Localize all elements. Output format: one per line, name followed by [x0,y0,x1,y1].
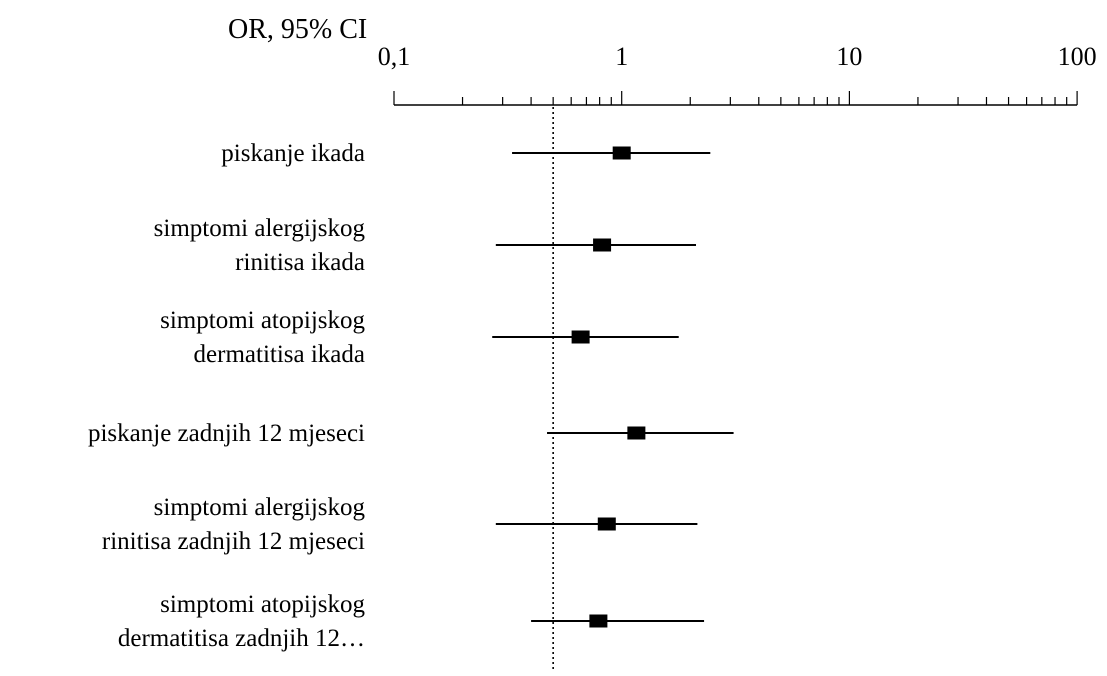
x-tick-label: 100 [1058,42,1097,71]
row-label: simptomi alergijskog [154,215,366,242]
x-tick-label: 0,1 [378,42,411,71]
row-label: rinitisa ikada [235,249,365,276]
row-label: rinitisa zadnjih 12 mjeseci [102,528,365,555]
forest-row: simptomi atopijskog dermatitisa ikada [160,307,679,368]
row-label: simptomi atopijskog [160,591,365,618]
forest-row: simptomi atopijskog dermatitisa zadnjih 1… [118,591,705,652]
row-label: piskanje zadnjih 12 mjeseci [88,420,365,447]
x-tick-label: 1 [615,42,628,71]
x-tick-label: 10 [836,42,862,71]
forest-rows: piskanje ikada simptomi alergijskog riniti… [88,140,734,652]
x-axis: 0,1 1 10 100 [378,42,1097,106]
forest-row: simptomi alergijskog rinitisa ikada [154,215,697,276]
or-marker [627,426,646,440]
chart-title: OR, 95% CI [228,14,367,45]
forest-row: piskanje zadnjih 12 mjeseci [88,420,734,447]
forest-row: piskanje ikada [221,140,711,167]
forest-row: simptomi alergijskog rinitisa zadnjih 12 … [102,494,698,555]
or-marker [593,238,612,252]
or-marker [597,517,616,531]
or-marker [612,146,631,160]
row-label: simptomi alergijskog [154,494,366,521]
row-label: dermatitisa zadnjih 12… [118,625,365,652]
or-marker [589,614,608,628]
row-label: simptomi atopijskog [160,307,365,334]
row-label: piskanje ikada [221,140,365,167]
row-label: dermatitisa ikada [194,341,365,368]
or-marker [571,330,590,344]
